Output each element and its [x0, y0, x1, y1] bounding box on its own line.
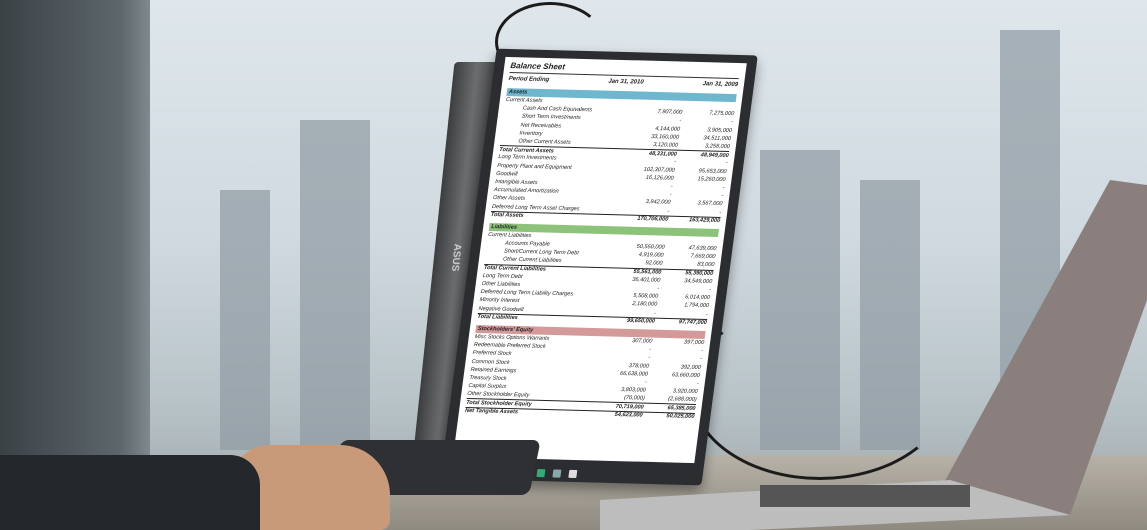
laptop-keyboard	[760, 485, 970, 507]
row-label: Total Liabilities	[476, 314, 519, 322]
value-2009: -	[730, 119, 734, 126]
value-2010: 7,907,000	[657, 109, 683, 116]
value-2010: -	[678, 118, 682, 125]
usb-cable	[495, 2, 605, 82]
pen-icon[interactable]	[568, 469, 578, 479]
col1-header: Jan 31, 2010	[607, 78, 644, 86]
value-2010: 4,144,000	[654, 125, 681, 133]
window-pillar	[0, 0, 150, 470]
col2-header: Jan 31, 2009	[702, 81, 739, 89]
value-2009	[683, 105, 735, 106]
app-icon[interactable]	[552, 469, 562, 478]
building	[300, 120, 370, 450]
row-label: Net Tangible Assets	[464, 408, 519, 416]
building	[220, 190, 270, 450]
value-2009: 7,275,000	[708, 110, 735, 118]
laptop-lid	[940, 180, 1147, 515]
excel-icon[interactable]	[536, 469, 546, 478]
value-2010	[631, 103, 683, 104]
value-2009: 95,653,000	[698, 167, 727, 175]
laptop	[600, 180, 1147, 530]
asus-logo: ASUS	[448, 243, 463, 272]
value-2009: 3,905,000	[706, 127, 733, 134]
value-2010: 3,120,000	[652, 142, 679, 149]
value-2010: 33,160,000	[650, 133, 680, 141]
value-2010: -	[673, 159, 677, 166]
sleeve	[0, 455, 260, 530]
row-label: Total Assets	[490, 212, 524, 220]
value-2009: -	[725, 160, 729, 167]
value-2010: 102,307,000	[643, 166, 676, 174]
period-label: Period Ending	[508, 76, 550, 84]
value-2009: 34,511,000	[702, 135, 732, 142]
value-2009: 3,258,000	[704, 143, 731, 151]
